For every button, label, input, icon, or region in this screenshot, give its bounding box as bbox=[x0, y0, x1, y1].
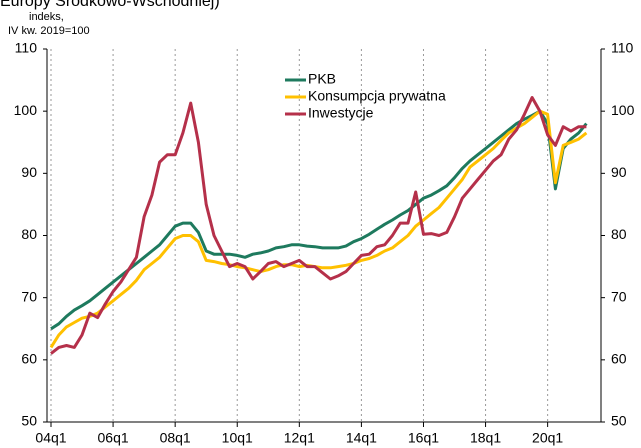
line-series bbox=[50, 109, 588, 331]
x-tick-label: 16q1 bbox=[408, 430, 439, 446]
x-tick-label: 04q1 bbox=[35, 430, 66, 446]
y-tick-label: 110 bbox=[15, 40, 38, 56]
y2-tick-label: 80 bbox=[611, 226, 627, 242]
chart-title: Europy Środkowo-Wschodniej) bbox=[0, 0, 220, 10]
x-tick-label: 12q1 bbox=[284, 430, 315, 446]
line-series bbox=[50, 96, 587, 355]
y-tick-label: 70 bbox=[21, 288, 37, 304]
x-tick-label: 20q1 bbox=[532, 430, 563, 446]
x-tick-label: 10q1 bbox=[222, 430, 253, 446]
y-tick-label: 90 bbox=[21, 164, 37, 180]
x-tick-label: 14q1 bbox=[346, 430, 377, 446]
y2-tick-label: 50 bbox=[611, 413, 627, 429]
y2-tick-label: 70 bbox=[611, 288, 627, 304]
y-tick-label: 80 bbox=[21, 226, 37, 242]
y2-tick-label: 90 bbox=[611, 164, 627, 180]
legend-label: PKB bbox=[308, 71, 336, 87]
y-tick-label: 60 bbox=[21, 351, 37, 367]
y2-tick-label: 100 bbox=[611, 102, 635, 118]
y-tick-label: 100 bbox=[14, 102, 38, 118]
y-tick-label: 50 bbox=[21, 413, 37, 429]
y2-tick-label: 60 bbox=[611, 351, 627, 367]
line-series bbox=[49, 109, 588, 349]
legend-label: Inwestycje bbox=[308, 105, 374, 121]
x-tick-label: 18q1 bbox=[470, 430, 501, 446]
legend-label: Konsumpcja prywatna bbox=[308, 88, 446, 104]
y2-tick-label: 110 bbox=[611, 40, 634, 56]
x-tick-label: 06q1 bbox=[98, 430, 129, 446]
y-axis-label: IV kw. 2019=100 bbox=[8, 25, 90, 37]
y-axis-label: indeks, bbox=[29, 11, 64, 23]
x-tick-label: 08q1 bbox=[160, 430, 191, 446]
